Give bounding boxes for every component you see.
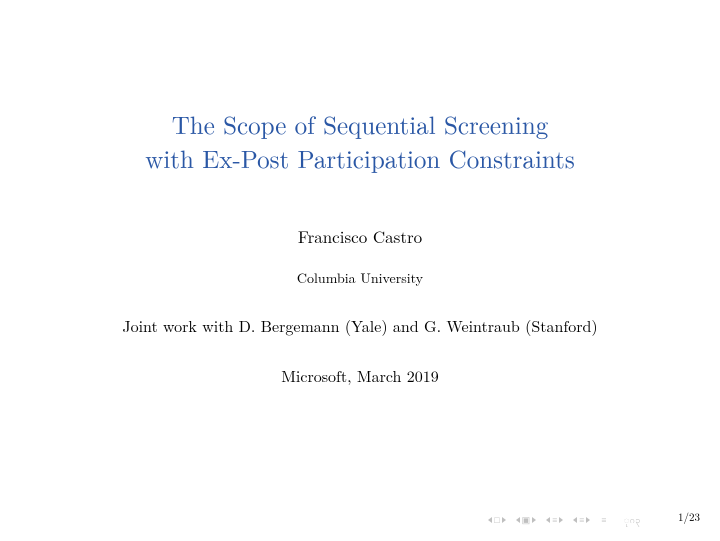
affiliation: Columbia University <box>0 268 720 288</box>
joint-work: Joint work with D. Bergemann (Yale) and … <box>0 314 720 337</box>
beamer-nav-bar: □ ▣ ≡ ≡ ≡ �ုဂ၃ <box>488 515 642 524</box>
nav-prev-section[interactable]: ▣ <box>516 515 537 524</box>
nav-first-slide[interactable]: □ <box>488 515 505 524</box>
author-name: Francisco Castro <box>0 224 720 248</box>
slide: The Scope of Sequential Screening with E… <box>0 0 720 541</box>
nav-search[interactable]: �ုဂ၃ <box>617 515 642 524</box>
title-line-1: The Scope of Sequential Screening <box>172 107 548 142</box>
page-current: 1 <box>678 510 684 525</box>
venue-date: Microsoft, March 2019 <box>0 364 720 387</box>
nav-next-slide[interactable]: ≡ <box>573 515 590 524</box>
nav-prev-slide[interactable]: ≡ <box>546 515 563 524</box>
nav-goto[interactable]: ≡ <box>600 515 607 524</box>
title-line-2: with Ex-Post Participation Constraints <box>145 141 574 176</box>
page-total: 23 <box>689 510 700 525</box>
page-number: 1/23 <box>678 510 700 525</box>
slide-title: The Scope of Sequential Screening with E… <box>0 108 720 176</box>
